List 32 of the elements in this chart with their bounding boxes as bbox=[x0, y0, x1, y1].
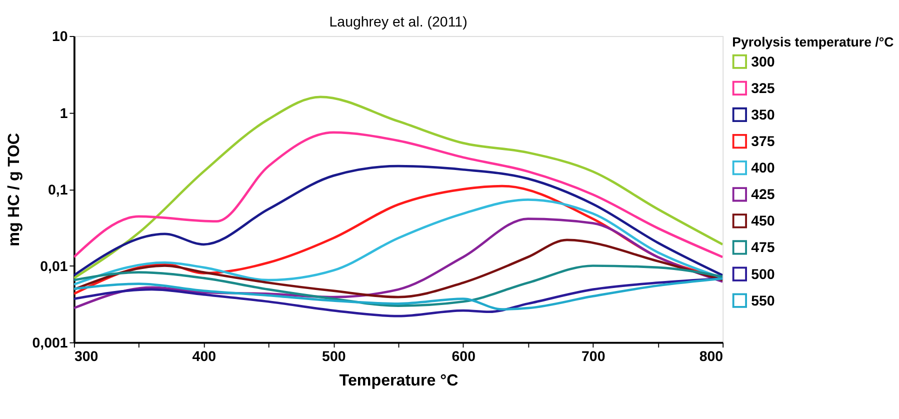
legend-label: 450 bbox=[751, 214, 775, 230]
line-series bbox=[74, 164, 723, 276]
y-axis-title: mg HC / g TOC bbox=[4, 132, 23, 246]
legend-label: 375 bbox=[751, 134, 775, 150]
chart-title: Laughrey et al. (2011) bbox=[329, 14, 468, 31]
legend-label: 400 bbox=[751, 160, 775, 177]
line-series bbox=[74, 131, 723, 258]
x-tick-label: 500 bbox=[322, 348, 346, 365]
y-tick-label: 0,1 bbox=[48, 182, 68, 198]
x-tick-label: 600 bbox=[452, 348, 476, 365]
legend-label: 425 bbox=[751, 187, 775, 204]
x-tick-label: 300 bbox=[74, 348, 98, 365]
line-series bbox=[74, 277, 723, 310]
line-series bbox=[74, 238, 723, 298]
x-axis-title: Temperature °C bbox=[339, 371, 459, 390]
y-tick-label: 0,01 bbox=[40, 258, 68, 275]
legend-label: 500 bbox=[751, 266, 775, 283]
line-series bbox=[74, 96, 723, 280]
legend-title: Pyrolysis temperature /°C bbox=[732, 34, 894, 50]
x-tick-label: 700 bbox=[581, 348, 606, 365]
legend-label: 325 bbox=[751, 80, 775, 97]
y-tick-label: 10 bbox=[52, 29, 68, 46]
legend-label: 475 bbox=[751, 240, 775, 256]
x-tick-label: 400 bbox=[192, 348, 216, 365]
line-series bbox=[74, 264, 723, 307]
y-tick-label: 0,001 bbox=[32, 336, 68, 352]
x-tick-label: 800 bbox=[699, 348, 724, 365]
line-series bbox=[74, 218, 723, 310]
legend-label: 300 bbox=[751, 54, 775, 70]
y-tick-label: 1 bbox=[60, 106, 68, 122]
legend-label: 550 bbox=[751, 293, 775, 310]
legend-label: 350 bbox=[751, 107, 775, 124]
